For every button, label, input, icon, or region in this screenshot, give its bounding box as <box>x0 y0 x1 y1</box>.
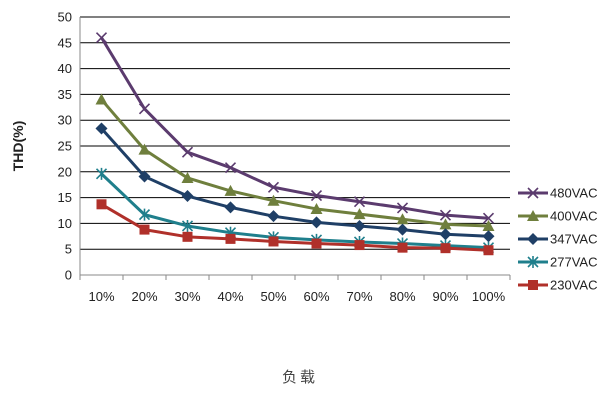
legend-item: 277VAC <box>518 255 597 270</box>
data-point <box>138 103 151 115</box>
data-point <box>267 194 280 206</box>
x-tick-label: 90% <box>432 289 458 304</box>
data-point <box>224 162 237 174</box>
legend-item: 230VAC <box>518 278 597 293</box>
legend-label: 347VAC <box>550 232 597 247</box>
diamond-icon <box>527 233 539 245</box>
data-point <box>482 230 495 243</box>
y-tick-label: 40 <box>58 61 72 76</box>
legend-label: 480VAC <box>550 186 597 201</box>
legend-item: 400VAC <box>518 209 597 224</box>
legend-label: 277VAC <box>550 255 597 270</box>
data-point <box>138 170 151 183</box>
data-point <box>396 223 409 236</box>
data-point <box>181 171 194 183</box>
legend-item: 480VAC <box>518 186 597 201</box>
data-point <box>483 245 494 256</box>
data-point <box>310 202 323 214</box>
data-point <box>397 242 408 253</box>
data-point <box>311 238 322 249</box>
y-tick-label: 15 <box>58 190 72 205</box>
data-point <box>95 122 108 135</box>
data-point <box>224 201 237 214</box>
data-point <box>482 219 495 231</box>
series-line <box>100 127 489 238</box>
data-point <box>224 184 237 196</box>
data-point <box>181 146 194 158</box>
series-line <box>100 36 489 220</box>
square-icon <box>528 280 538 290</box>
data-point <box>95 32 108 44</box>
data-point <box>138 208 151 221</box>
legend: 480VAC 400VAC 347VAC 277VAC 230VAC <box>518 186 597 293</box>
y-tick-label: 25 <box>58 139 72 154</box>
data-point <box>95 93 108 105</box>
data-point <box>439 218 452 230</box>
data-point <box>225 233 236 244</box>
data-point <box>353 219 366 232</box>
x-icon <box>527 187 539 199</box>
x-axis-title: 负载 <box>282 368 318 386</box>
series-347VAC <box>95 122 495 243</box>
y-tick-label: 30 <box>58 113 72 128</box>
series-480VAC <box>95 32 495 224</box>
axes: 0 5 10 15 20 25 30 35 40 45 50 10% 20% 30% 40% 50% 60% 70… <box>58 10 511 304</box>
data-point <box>439 228 452 241</box>
x-tick-label: 60% <box>303 289 329 304</box>
series-line <box>100 98 489 228</box>
triangle-icon <box>527 210 539 221</box>
x-tick-label: 20% <box>131 289 157 304</box>
x-tick-label: 70% <box>346 289 372 304</box>
series-230VAC <box>96 199 494 256</box>
legend-label: 400VAC <box>550 209 597 224</box>
x-tick-label: 30% <box>174 289 200 304</box>
legend-label: 230VAC <box>550 278 597 293</box>
data-point <box>310 216 323 229</box>
data-point <box>182 231 193 242</box>
x-tick-label: 80% <box>389 289 415 304</box>
y-tick-label: 20 <box>58 164 72 179</box>
data-point <box>310 189 323 202</box>
x-tick-label: 100% <box>472 289 506 304</box>
data-point <box>482 212 495 224</box>
y-tick-label: 35 <box>58 87 72 102</box>
legend-item: 347VAC <box>518 232 597 247</box>
data-point <box>267 181 280 193</box>
grid-lines <box>80 16 510 250</box>
data-point <box>439 209 452 221</box>
data-point <box>181 219 194 232</box>
data-point <box>353 208 366 220</box>
x-tick-label: 10% <box>88 289 114 304</box>
series-group <box>95 32 495 256</box>
data-point <box>268 236 279 247</box>
series-line <box>100 203 489 252</box>
data-point <box>95 167 108 180</box>
data-point <box>354 240 365 251</box>
asterisk-icon <box>527 256 539 268</box>
y-tick-label: 5 <box>65 242 72 257</box>
data-point <box>139 224 150 235</box>
data-point <box>396 202 409 214</box>
data-point <box>267 210 280 223</box>
data-point <box>138 143 151 155</box>
series-400VAC <box>95 93 495 231</box>
y-tick-label: 50 <box>58 10 72 25</box>
data-point <box>96 199 107 210</box>
y-tick-label: 10 <box>58 216 72 231</box>
y-tick-label: 45 <box>58 35 72 50</box>
x-tick-label: 40% <box>217 289 243 304</box>
data-point <box>396 213 409 225</box>
data-point <box>181 190 194 203</box>
data-point <box>440 243 451 254</box>
data-point <box>353 196 366 208</box>
x-tick-label: 50% <box>260 289 286 304</box>
y-tick-label: 0 <box>65 268 72 283</box>
series-line <box>100 172 489 250</box>
y-axis-title: THD(%) <box>10 121 26 172</box>
